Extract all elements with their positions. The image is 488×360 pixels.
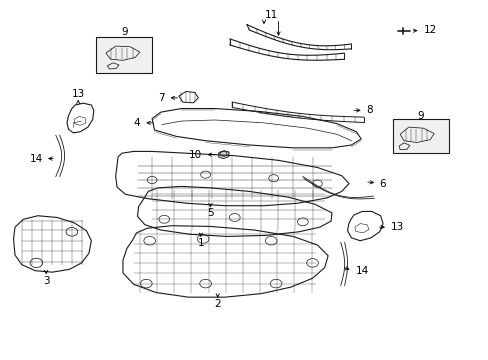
Text: 9: 9 xyxy=(121,27,127,37)
Text: 7: 7 xyxy=(157,93,164,103)
Text: 14: 14 xyxy=(29,154,42,163)
Text: 14: 14 xyxy=(355,266,368,276)
Text: 10: 10 xyxy=(188,150,201,159)
Text: 13: 13 xyxy=(71,89,84,99)
Text: 8: 8 xyxy=(366,105,372,115)
Text: 11: 11 xyxy=(264,10,277,20)
Text: 3: 3 xyxy=(43,276,49,286)
Text: 1: 1 xyxy=(197,238,203,248)
Text: 9: 9 xyxy=(416,111,423,121)
Text: 12: 12 xyxy=(423,25,436,35)
Bar xyxy=(392,119,448,153)
Text: 13: 13 xyxy=(389,222,403,232)
Text: 2: 2 xyxy=(214,299,221,309)
Text: 5: 5 xyxy=(207,208,213,218)
Text: 4: 4 xyxy=(133,118,140,128)
Text: 6: 6 xyxy=(378,179,385,189)
Bar xyxy=(96,37,152,73)
